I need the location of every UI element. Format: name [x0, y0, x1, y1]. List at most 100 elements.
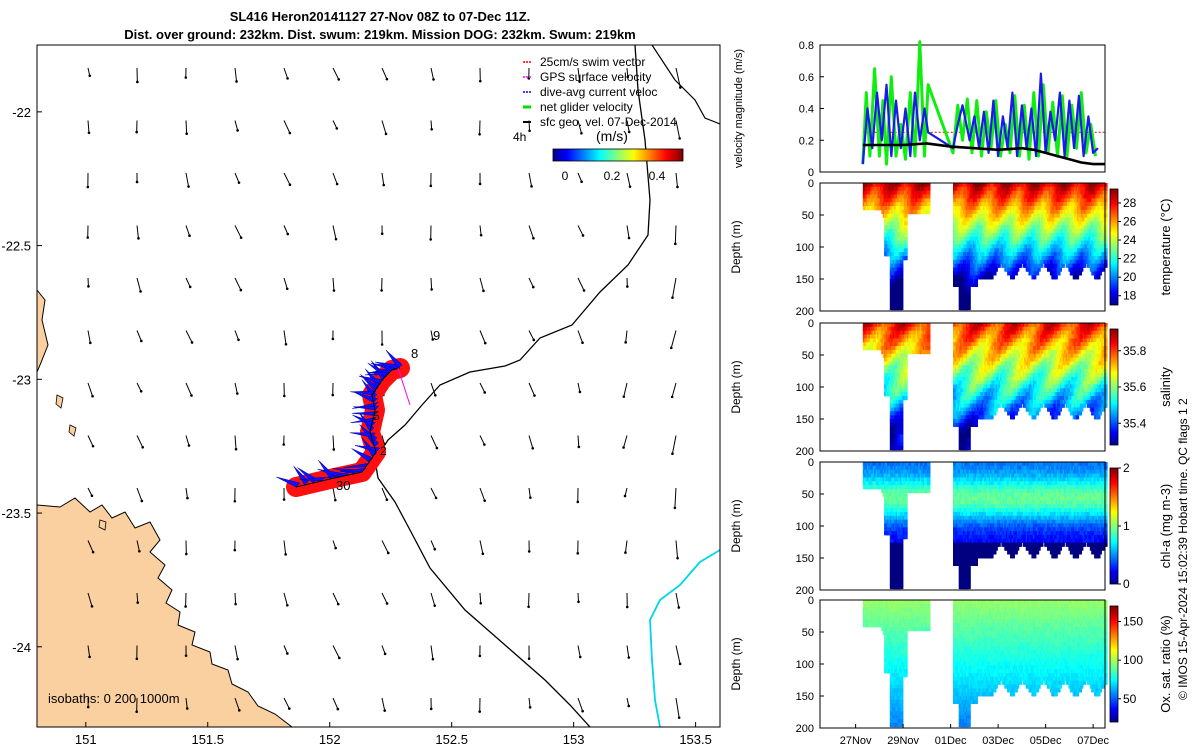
current-vector: [385, 349, 403, 369]
sfc-vector: [626, 67, 629, 77]
sfc-vector: [430, 67, 435, 80]
velocity-ylabel: velocity magnitude (m/s): [733, 49, 745, 168]
sfc-vector: [528, 330, 535, 341]
sfc-vector-head: [137, 237, 140, 240]
sfc-vector-head: [527, 605, 530, 609]
sfc-vector-head: [628, 185, 632, 188]
sfc-vector: [479, 277, 484, 291]
sfc-vector-head: [580, 180, 583, 184]
sfc-vector: [675, 67, 681, 88]
sfc-vector: [185, 435, 190, 446]
map-panel: 151 151.5 152 152.5 153 153.5-22-22.5-23-23.5…: [1, 44, 721, 747]
sfc-vector-head: [624, 341, 627, 344]
sfc-vector: [675, 120, 681, 139]
section-cell: [967, 305, 971, 311]
sfc-vector-head: [576, 552, 580, 555]
section-colorbar: [1109, 188, 1119, 306]
sfc-vector: [479, 330, 486, 344]
sfc-vector: [528, 487, 531, 498]
sfc-vector: [234, 382, 238, 394]
sfc-vector-head: [483, 391, 487, 394]
section-cell: [1075, 275, 1080, 280]
sfc-vector: [136, 540, 140, 552]
section-cell: [926, 326, 931, 331]
colorbar-label: temperature (°C): [1158, 199, 1173, 296]
section-cell: [967, 290, 971, 295]
sfc-vector-head: [184, 605, 187, 608]
current-vector: [360, 374, 379, 392]
section-cell: [899, 438, 904, 443]
sfc-vector-head: [577, 445, 581, 449]
section-cell: [899, 415, 904, 420]
sfc-vector-head: [89, 341, 92, 345]
day-label: 8: [411, 346, 418, 361]
section-cell: [1014, 271, 1018, 276]
sfc-vector: [626, 120, 630, 133]
sfc-vector-head: [627, 704, 631, 708]
section-cell: [926, 190, 931, 195]
section-cell: [899, 294, 904, 299]
sfc-vector-head: [431, 338, 435, 341]
sfc-vector-head: [626, 285, 629, 288]
section-cell: [926, 346, 931, 351]
sfc-vector: [528, 697, 531, 708]
colorbar-tick-label: 26: [1123, 214, 1137, 228]
map-xtick-label: 153.5: [679, 732, 712, 747]
sfc-vector-head: [331, 337, 335, 341]
sfc-vector-head: [581, 234, 585, 237]
sfc-vector: [577, 67, 581, 82]
isobath-1000m: [649, 549, 720, 727]
colorbar-tick-label: 22: [1123, 252, 1137, 266]
map-legend: 25cm/s swim vector GPS surface velocity …: [513, 55, 684, 183]
section-cell: [904, 248, 908, 253]
sfc-vector-head: [478, 79, 482, 83]
colorbar-tick-label: 24: [1123, 233, 1137, 247]
sfc-vector-head: [483, 443, 486, 446]
sfc-vector-head: [288, 131, 292, 135]
section-cell: [1101, 267, 1105, 272]
sfc-vector-head: [627, 130, 631, 134]
sfc-vector-head: [286, 232, 290, 236]
current-vector: [352, 401, 380, 409]
sfc-vector: [479, 592, 482, 604]
speed-colorbar: [552, 148, 684, 162]
sfc-vector: [332, 435, 335, 450]
section-cell: [899, 434, 904, 439]
sfc-vector-head: [669, 346, 673, 350]
sfc-vector: [136, 277, 142, 292]
section-cell: [904, 244, 908, 249]
sfc-vector: [381, 435, 385, 444]
sfc-vector-head: [234, 447, 238, 451]
colorbar-tick: 0: [562, 169, 569, 183]
current-vector: [276, 476, 301, 488]
section-cell: [899, 275, 904, 280]
sfc-vector-head: [582, 289, 586, 292]
sfc-vector-head: [332, 289, 336, 292]
sfc-vector: [87, 67, 91, 76]
section-cell: [926, 342, 931, 347]
sfc-vector: [675, 172, 678, 188]
sfc-vector: [381, 540, 389, 554]
sfc-vector-head: [90, 494, 94, 498]
interval-label: 4h: [513, 130, 526, 144]
sfc-vector: [87, 540, 94, 553]
section-cell: [1039, 263, 1044, 268]
colorbar-units: (m/s): [596, 128, 628, 144]
section-cell: [899, 298, 904, 303]
section-cell: [899, 422, 904, 427]
sfc-vector: [234, 277, 242, 291]
sfc-vector-head: [386, 551, 390, 555]
section-cell: [926, 202, 931, 207]
sfc-vector: [381, 697, 386, 711]
sfc-vector-head: [334, 237, 338, 241]
sfc-vector-head: [184, 654, 188, 657]
map-frame: [36, 44, 721, 728]
section-cell: [904, 396, 908, 401]
sfc-vector: [675, 697, 680, 718]
sfc-vector-head: [236, 129, 239, 132]
vel-ytick-label: 0.8: [799, 40, 814, 52]
sfc-vector: [332, 67, 340, 80]
map-ytick-label: -23.5: [1, 506, 31, 521]
section-cell: [926, 338, 931, 343]
sfc-vector-head: [433, 393, 437, 397]
